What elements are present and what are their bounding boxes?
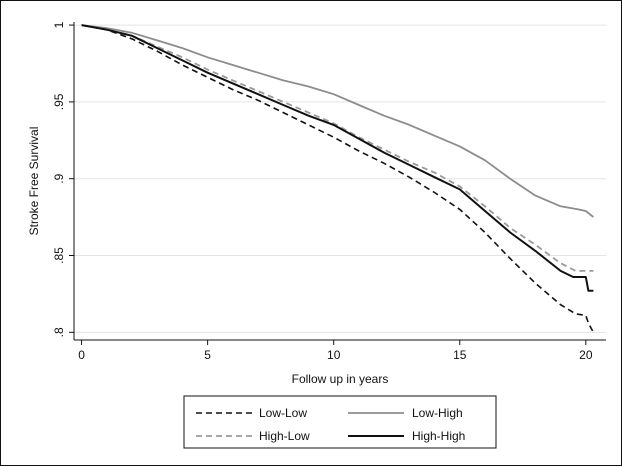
gridlines (74, 24, 606, 333)
legend-label-high-low: High-Low (259, 429, 310, 443)
series-line-high-high (81, 24, 594, 292)
plot-area (74, 22, 606, 340)
series-line-low-low (81, 24, 595, 333)
x-axis-title: Follow up in years (292, 372, 389, 386)
y-tick-label-0: .8 (52, 327, 66, 337)
y-tick-label-3: .95 (52, 93, 66, 110)
x-tick-label-0: 0 (78, 348, 85, 362)
y-tick-label-2: .9 (52, 173, 66, 183)
x-tick-label-3: 15 (453, 348, 467, 362)
axes (73, 22, 606, 341)
legend-box (183, 395, 497, 449)
series-line-low-high (81, 24, 594, 218)
x-tick-label-4: 20 (579, 348, 593, 362)
series-lines (81, 24, 595, 333)
legend-label-low-high: Low-High (412, 406, 463, 420)
series-line-high-low (81, 24, 594, 272)
y-tick-label-1: .85 (52, 247, 66, 264)
x-tick-label-2: 10 (327, 348, 341, 362)
legend-label-low-low: Low-Low (259, 406, 307, 420)
x-tick-label-1: 5 (204, 348, 211, 362)
y-tick-label-4: 1 (52, 21, 66, 28)
legend-label-high-high: High-High (412, 429, 465, 443)
legend: Low-Low Low-High High-Low High-High (183, 395, 497, 449)
y-axis-title: Stroke Free Survival (27, 127, 41, 236)
